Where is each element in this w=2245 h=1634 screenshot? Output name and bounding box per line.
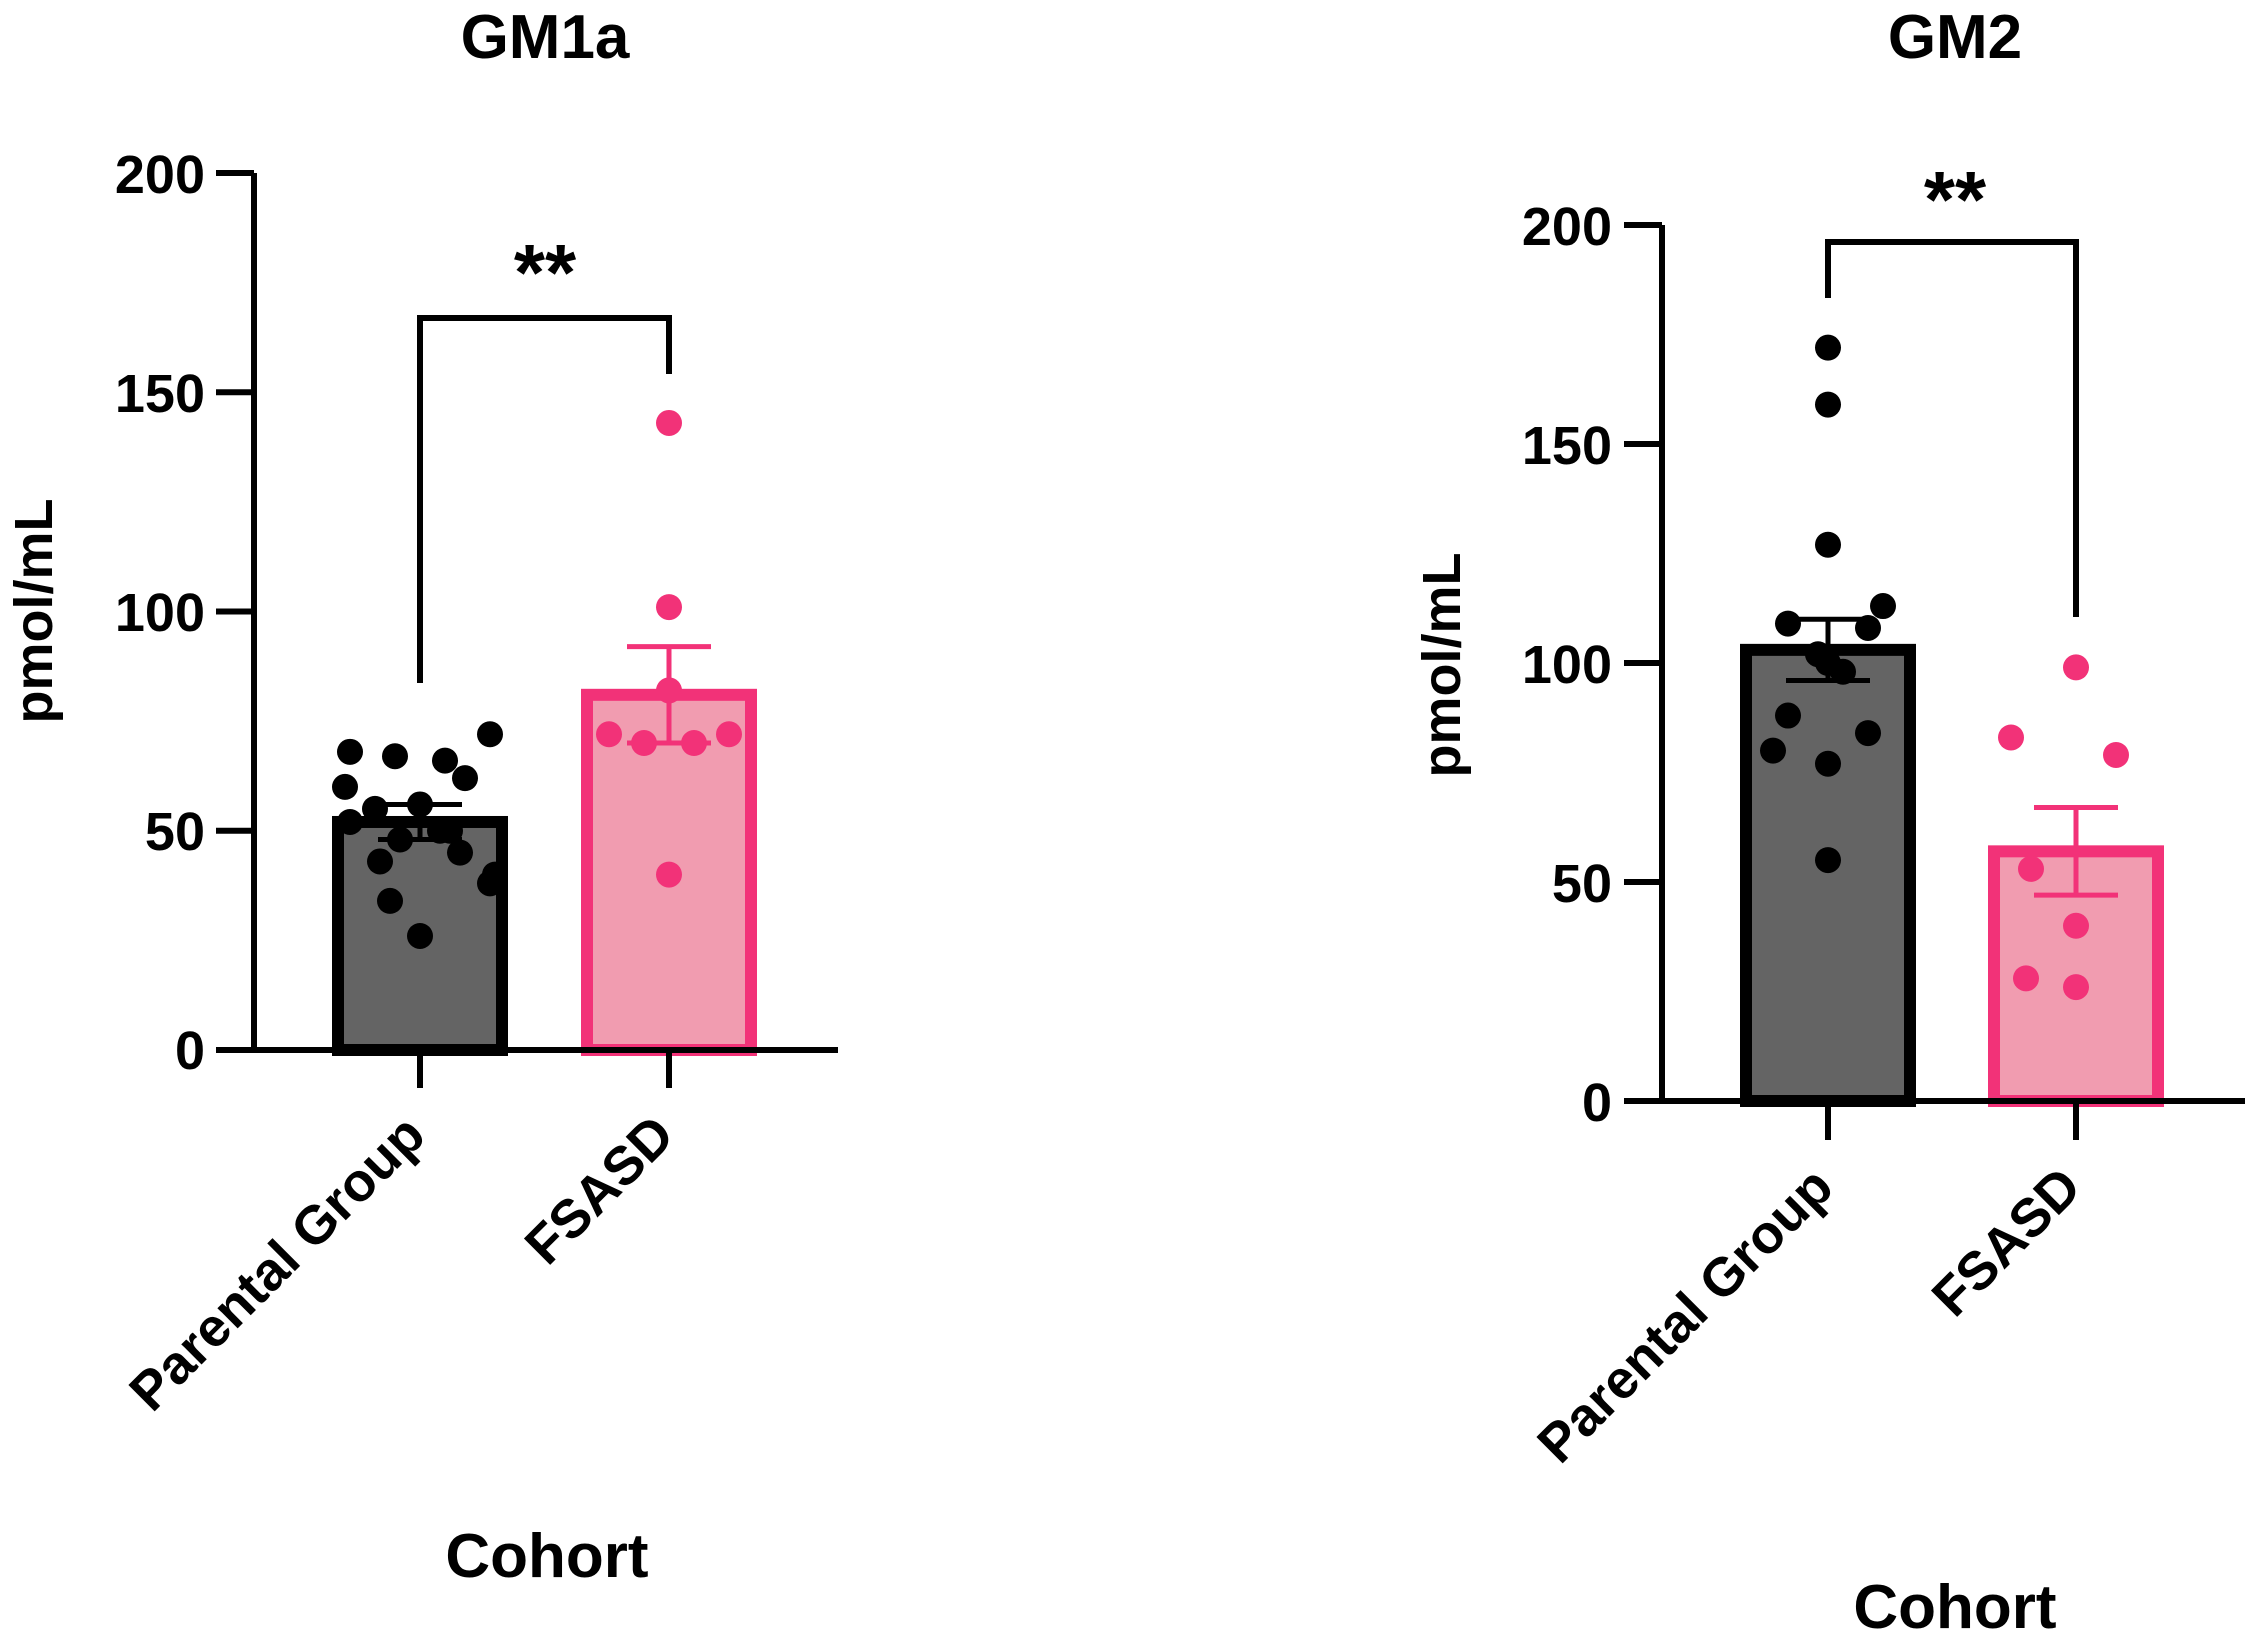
- y-tick-label: 50: [145, 802, 205, 862]
- data-point-fsasd: [2103, 741, 2129, 768]
- data-point-parental-group: [432, 747, 458, 774]
- x-tick-label-fsasd: FSASD: [514, 1104, 686, 1276]
- data-point-parental-group: [1815, 391, 1841, 418]
- data-point-fsasd: [596, 721, 622, 748]
- data-point-parental-group: [1775, 702, 1801, 729]
- y-tick-label: 0: [175, 1021, 205, 1081]
- data-point-fsasd: [716, 721, 742, 748]
- data-point-parental-group: [477, 870, 503, 897]
- y-axis-label: pmol/mL: [1412, 553, 1472, 778]
- data-point-fsasd: [2063, 654, 2089, 681]
- data-point-parental-group: [447, 839, 473, 866]
- y-tick-label: 200: [1522, 197, 1612, 257]
- y-tick-label: 50: [1552, 854, 1612, 914]
- x-tick-label-parental-group: Parental Group: [118, 1104, 436, 1422]
- y-tick-label: 100: [115, 583, 205, 643]
- data-point-fsasd: [2013, 965, 2039, 992]
- data-point-parental-group: [407, 922, 433, 949]
- data-point-fsasd: [656, 861, 682, 888]
- chart-title: GM2: [1888, 3, 2022, 72]
- bar-parental-group: [1740, 643, 1916, 1107]
- data-point-fsasd: [2063, 974, 2089, 1001]
- x-axis-label: Cohort: [445, 1522, 648, 1591]
- significance-label: **: [1924, 155, 1987, 244]
- data-point-parental-group: [1870, 593, 1896, 620]
- data-point-parental-group: [377, 887, 403, 914]
- data-point-parental-group: [1855, 720, 1881, 747]
- data-point-parental-group: [367, 848, 393, 875]
- y-tick-label: 200: [115, 145, 205, 205]
- x-tick-label-fsasd: FSASD: [1921, 1156, 2093, 1328]
- y-axis-label: pmol/mL: [4, 499, 64, 724]
- data-point-parental-group: [337, 808, 363, 835]
- data-point-parental-group: [1815, 750, 1841, 777]
- significance-label: **: [514, 228, 577, 317]
- data-point-parental-group: [337, 738, 363, 765]
- significance-bracket: [1825, 239, 2079, 617]
- data-point-parental-group: [1775, 610, 1801, 637]
- data-point-parental-group: [382, 743, 408, 770]
- data-point-parental-group: [1760, 737, 1786, 764]
- data-point-fsasd: [2063, 912, 2089, 939]
- chart-gm2: GM2 pmol/mL 200 150 100 50 0 Parental Gr…: [1412, 3, 2245, 1634]
- data-point-parental-group: [362, 795, 388, 822]
- y-tick-label: 150: [1522, 416, 1612, 476]
- x-axis-label: Cohort: [1853, 1573, 2056, 1634]
- y-tick-label: 0: [1582, 1073, 1612, 1133]
- data-point-parental-group: [332, 773, 358, 800]
- y-tick-label: 150: [115, 364, 205, 424]
- data-point-fsasd: [1998, 724, 2024, 751]
- y-tick-label: 100: [1522, 635, 1612, 695]
- data-point-fsasd: [2018, 855, 2044, 882]
- chart-gm1a: GM1a pmol/mL 200 150 100 50 0 Parental G…: [4, 3, 838, 1591]
- data-point-parental-group: [452, 765, 478, 792]
- data-point-parental-group: [1815, 334, 1841, 361]
- chart-title: GM1a: [461, 3, 630, 72]
- data-point-parental-group: [1815, 847, 1841, 874]
- data-point-parental-group: [1815, 531, 1841, 558]
- data-point-fsasd: [656, 594, 682, 621]
- data-point-parental-group: [477, 721, 503, 748]
- significance-bracket: [417, 315, 672, 683]
- data-point-fsasd: [656, 409, 682, 436]
- x-tick-label-parental-group: Parental Group: [1526, 1156, 1844, 1474]
